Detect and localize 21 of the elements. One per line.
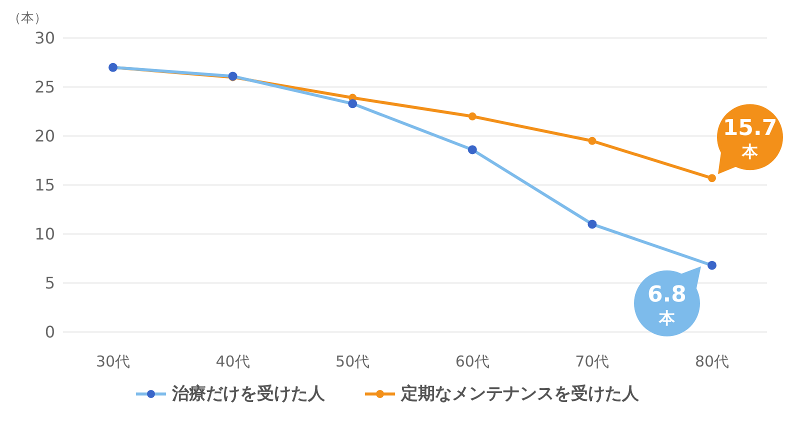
x-tick-label: 50代	[336, 352, 370, 371]
y-tick-label: 15	[34, 176, 55, 195]
y-tick-label: 30	[34, 28, 55, 48]
point	[468, 112, 476, 120]
x-tick-label: 30代	[96, 352, 130, 371]
x-tick-label: 70代	[575, 352, 610, 371]
legend-label: 定期なメンテナンスを受けた人	[400, 383, 639, 405]
legend-label: 治療だけを受けた人	[171, 383, 325, 405]
y-tick-label: 5	[44, 274, 55, 293]
point	[588, 136, 596, 145]
x-tick-label: 60代	[455, 352, 490, 371]
y-tick-label: 25	[34, 78, 55, 97]
annotation: 6.8 本	[648, 282, 686, 328]
y-tick-label: 10	[34, 224, 55, 244]
point	[708, 174, 716, 182]
annotation: 15.7 本	[722, 116, 778, 162]
x-tick-label: 40代	[216, 352, 250, 371]
x-tick-label: 80代	[694, 352, 730, 371]
y-tick-label: 20	[34, 126, 55, 146]
y-tick-label: 0	[44, 322, 55, 342]
y-axis-title: （本）	[8, 11, 47, 26]
